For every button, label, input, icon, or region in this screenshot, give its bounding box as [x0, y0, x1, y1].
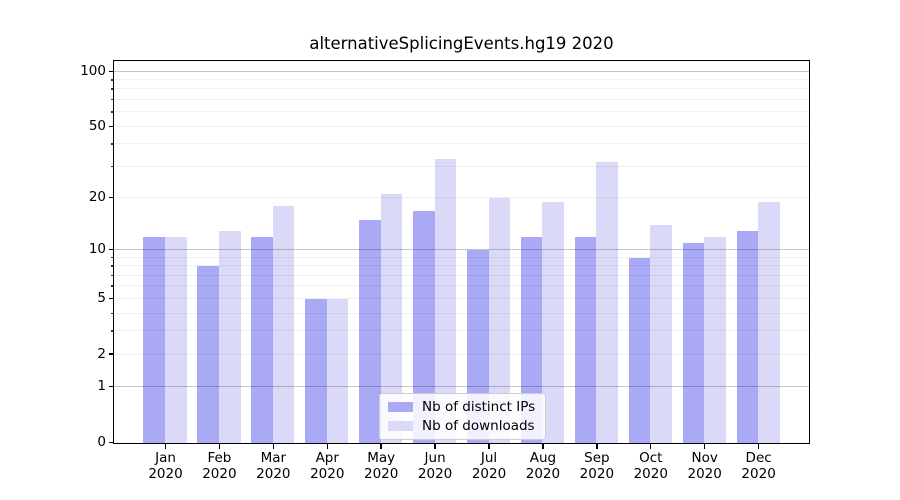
y-tick-label: 1	[97, 378, 106, 395]
x-tick-mark	[380, 444, 382, 449]
legend-swatch-distinct-ips	[388, 402, 413, 412]
y-tick-label: 50	[88, 117, 106, 134]
bar-distinct-ips	[359, 219, 381, 443]
x-tick-label: Aug 2020	[525, 450, 561, 482]
bar-downloads	[218, 230, 241, 443]
x-tick-label: Jan 2020	[148, 450, 183, 482]
y-tick-mark	[109, 353, 113, 355]
bar-downloads	[758, 202, 780, 443]
x-tick-label: Jul 2020	[471, 450, 507, 482]
legend-item-downloads: Nb of downloads	[388, 419, 535, 433]
x-tick-label: Nov 2020	[687, 450, 722, 482]
gridline-major	[114, 70, 809, 72]
bar-downloads	[542, 202, 565, 443]
chart-title: alternativeSplicingEvents.hg19 2020	[309, 34, 614, 53]
y-tick-label: 5	[97, 289, 106, 306]
y-tick-mark	[109, 125, 113, 127]
gridline-minor	[114, 197, 809, 199]
bar-distinct-ips	[682, 243, 705, 443]
bar-distinct-ips	[197, 266, 219, 443]
bar-downloads	[380, 194, 403, 443]
gridline-minor	[114, 111, 809, 113]
bar-distinct-ips	[305, 298, 327, 443]
gridline-minor	[114, 143, 809, 145]
x-tick-mark	[596, 444, 598, 449]
bar-downloads	[326, 298, 349, 443]
x-tick-label: Sep 2020	[579, 450, 615, 482]
gridline-minor	[114, 165, 809, 167]
bar-downloads	[434, 159, 457, 443]
bar-distinct-ips	[520, 236, 543, 443]
y-tick-label: 20	[88, 189, 106, 206]
bar-downloads	[596, 161, 618, 443]
x-tick-label: Mar 2020	[256, 450, 291, 482]
x-tick-label: Oct 2020	[633, 450, 668, 482]
plot-area	[113, 60, 810, 444]
bar-downloads	[488, 198, 511, 443]
y-tick-mark	[109, 70, 113, 72]
y-tick-mark	[109, 386, 113, 388]
bar-downloads	[165, 236, 187, 443]
bar-distinct-ips	[574, 236, 597, 443]
gridline-minor	[114, 79, 809, 81]
x-tick-mark	[218, 444, 221, 449]
y-tick-mark-minor	[110, 79, 113, 81]
legend-item-distinct-ips: Nb of distinct IPs	[388, 400, 535, 414]
x-tick-mark	[704, 444, 706, 449]
y-tick-mark-minor	[110, 143, 113, 145]
bar-downloads	[650, 225, 672, 443]
bar-downloads	[704, 236, 726, 443]
legend-label-distinct-ips: Nb of distinct IPs	[422, 399, 536, 415]
legend-label-downloads: Nb of downloads	[422, 418, 535, 434]
gridline-minor	[114, 99, 809, 101]
x-tick-label: Dec 2020	[741, 450, 776, 482]
bar-distinct-ips	[628, 257, 651, 443]
bar-distinct-ips	[736, 230, 759, 443]
x-tick-mark	[757, 444, 760, 449]
x-tick-mark	[272, 444, 275, 449]
y-tick-mark-minor	[110, 256, 113, 259]
y-tick-mark-minor	[110, 265, 113, 267]
legend-swatch-downloads	[388, 421, 413, 431]
bar-distinct-ips	[143, 236, 165, 443]
x-tick-mark	[542, 444, 544, 449]
y-tick-label: 0	[97, 434, 106, 450]
x-tick-mark	[650, 444, 652, 449]
x-tick-label: Apr 2020	[310, 450, 345, 482]
x-tick-mark	[434, 444, 436, 449]
y-tick-mark	[109, 196, 113, 199]
y-tick-label: 2	[97, 345, 106, 362]
y-tick-mark	[109, 248, 113, 251]
bar-downloads	[272, 206, 295, 443]
x-tick-label: May 2020	[363, 450, 399, 482]
y-tick-mark-minor	[110, 330, 113, 332]
bar-distinct-ips	[413, 210, 435, 443]
y-tick-mark-minor	[110, 312, 113, 314]
x-tick-label: Feb 2020	[202, 450, 237, 482]
y-tick-mark-minor	[110, 165, 113, 168]
x-tick-mark	[164, 444, 167, 449]
y-tick-mark-minor	[110, 99, 113, 101]
gridline-minor	[114, 88, 809, 90]
bar-distinct-ips	[251, 236, 273, 443]
y-tick-label: 10	[88, 241, 106, 258]
x-tick-label: Jun 2020	[417, 450, 453, 482]
gridline-minor	[114, 125, 809, 127]
legend: Nb of distinct IPs Nb of downloads	[379, 393, 547, 440]
y-tick-mark	[109, 441, 113, 444]
x-tick-mark	[326, 444, 328, 449]
y-tick-mark-minor	[110, 88, 113, 90]
y-tick-mark	[109, 297, 113, 300]
y-tick-mark-minor	[110, 285, 113, 287]
y-tick-mark-minor	[110, 274, 113, 277]
x-tick-mark	[488, 444, 490, 449]
y-tick-label: 100	[80, 62, 106, 79]
y-tick-mark-minor	[110, 111, 113, 113]
